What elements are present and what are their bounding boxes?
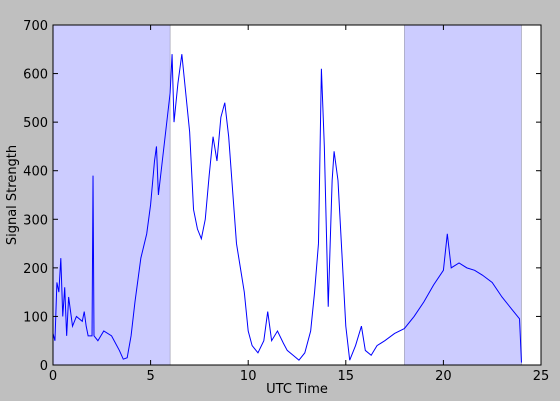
x-tick-label: 15 [338,369,355,384]
shaded-span [52,24,171,366]
plot-frame [52,24,542,366]
y-tick-label: 700 [23,19,48,34]
signal-line [52,54,522,363]
y-axis-label: Signal Strength [5,145,20,245]
y-tick-label: 400 [23,165,48,180]
y-tick-label: 200 [23,262,48,277]
x-tick-label: 0 [49,369,57,384]
x-tick-label: 10 [240,369,257,384]
y-tick-label: 500 [23,116,48,131]
x-tick-label: 5 [146,369,154,384]
x-tick-label: 20 [435,369,452,384]
shaded-span [404,24,522,366]
y-tick-label: 0 [40,359,48,374]
x-tick-label: 25 [533,369,550,384]
y-tick-label: 600 [23,68,48,83]
x-axis-label: UTC Time [266,382,328,397]
y-tick-label: 300 [23,213,48,228]
y-tick-label: 100 [23,310,48,325]
